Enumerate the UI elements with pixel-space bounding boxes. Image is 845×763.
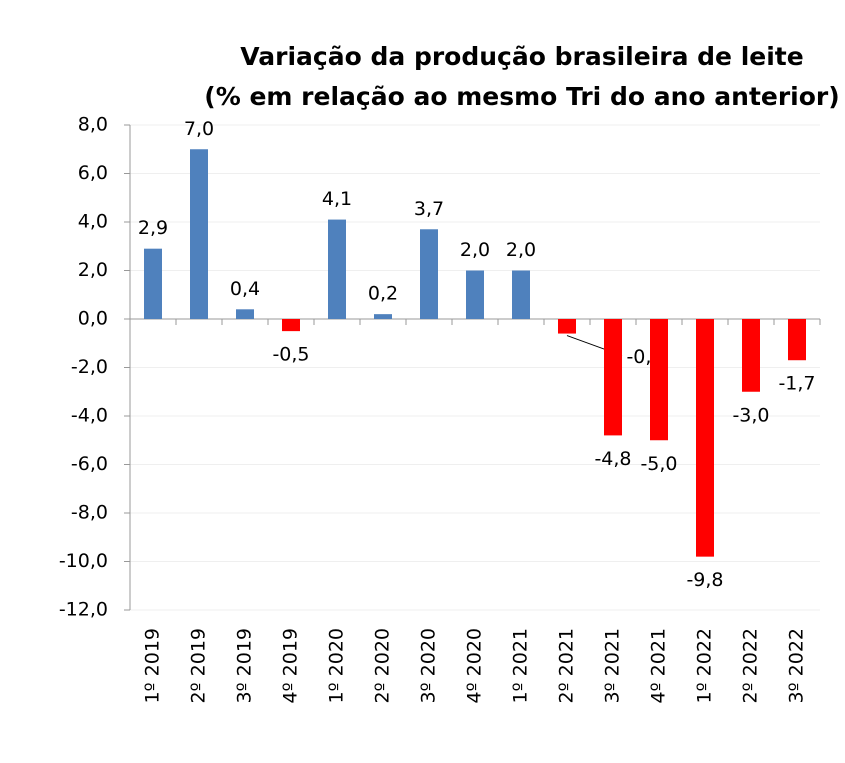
chart-title: Variação da produção brasileira de leite — [240, 42, 803, 71]
bar — [512, 270, 530, 319]
bar — [374, 314, 392, 319]
data-label: -1,7 — [778, 373, 815, 395]
data-label: 0,4 — [230, 278, 260, 300]
x-tick-label: 2º 2019 — [188, 628, 210, 703]
y-tick-label: -8,0 — [71, 502, 108, 524]
data-label: 2,0 — [506, 239, 536, 261]
y-tick-label: -4,0 — [71, 405, 108, 427]
x-tick-label: 4º 2021 — [648, 628, 670, 703]
x-tick-label: 3º 2020 — [418, 628, 440, 703]
bar — [742, 319, 760, 392]
y-tick-label: -12,0 — [59, 599, 108, 621]
x-tick-label: 2º 2020 — [372, 628, 394, 703]
x-tick-label: 2º 2022 — [740, 628, 762, 703]
bar — [558, 319, 576, 334]
x-tick-label: 3º 2022 — [786, 628, 808, 703]
data-label: -3,0 — [732, 404, 769, 426]
bar — [282, 319, 300, 332]
x-tick-label: 3º 2021 — [602, 628, 624, 703]
y-tick-label: 6,0 — [78, 162, 108, 184]
data-label: -0,5 — [272, 344, 309, 366]
data-label: 7,0 — [184, 118, 214, 140]
y-tick-label: -2,0 — [71, 356, 108, 378]
x-tick-label: 1º 2022 — [694, 628, 716, 703]
y-tick-label: -6,0 — [71, 453, 108, 475]
data-label: -9,8 — [686, 569, 723, 591]
data-label: 2,9 — [138, 217, 168, 239]
x-tick-label: 1º 2019 — [142, 628, 164, 703]
x-tick-label: 3º 2019 — [234, 628, 256, 703]
bar — [604, 319, 622, 436]
bar — [144, 248, 162, 319]
y-tick-label: -10,0 — [59, 550, 108, 572]
bar — [190, 149, 208, 319]
x-tick-label: 1º 2021 — [510, 628, 532, 703]
y-tick-label: 4,0 — [78, 211, 108, 233]
x-tick-label: 4º 2019 — [280, 628, 302, 703]
bar — [466, 270, 484, 319]
data-label: 2,0 — [460, 239, 490, 261]
data-label: 0,2 — [368, 283, 398, 305]
bar — [650, 319, 668, 441]
chart-subtitle: (% em relação ao mesmo Tri do ano anteri… — [204, 82, 839, 111]
bar — [788, 319, 806, 361]
y-tick-label: 0,0 — [78, 308, 108, 330]
data-label: -4,8 — [594, 448, 631, 470]
y-tick-label: 2,0 — [78, 259, 108, 281]
data-label: -5,0 — [640, 453, 677, 475]
data-label: 4,1 — [322, 188, 352, 210]
x-tick-label: 1º 2020 — [326, 628, 348, 703]
bar — [696, 319, 714, 557]
bar — [420, 229, 438, 319]
bar — [328, 219, 346, 319]
bar — [236, 309, 254, 319]
x-tick-label: 4º 2020 — [464, 628, 486, 703]
y-tick-label: 8,0 — [78, 114, 108, 136]
x-tick-label: 2º 2021 — [556, 628, 578, 703]
data-label: 3,7 — [414, 198, 444, 220]
